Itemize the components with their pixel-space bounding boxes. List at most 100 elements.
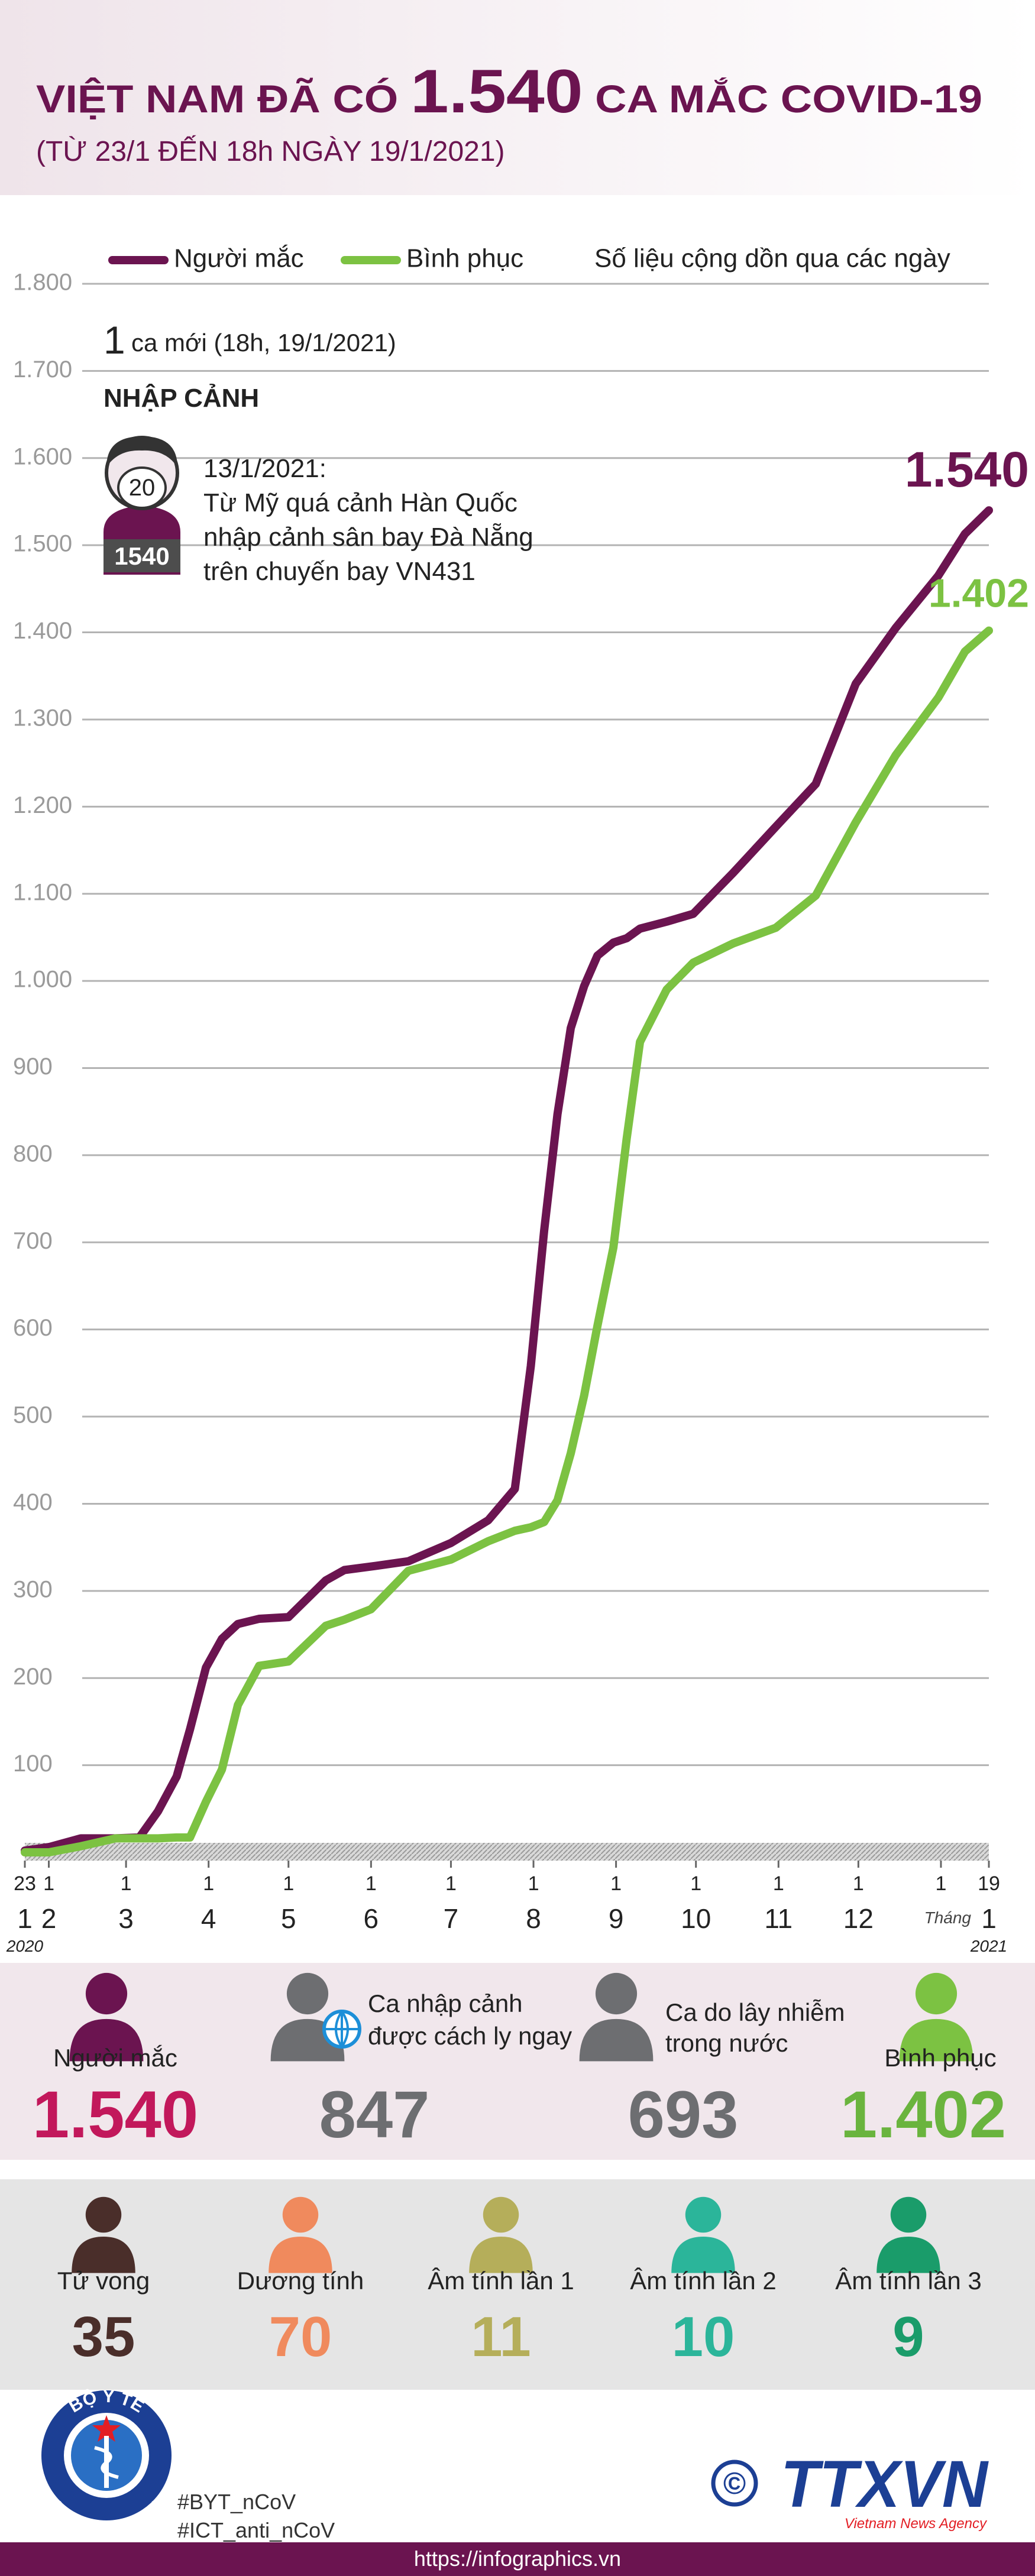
- person-head: [282, 2196, 319, 2233]
- stat-label: Tử vong: [57, 2267, 150, 2295]
- title-number: 1.540: [410, 57, 583, 126]
- stat-label: được cách ly ngay: [368, 2022, 572, 2050]
- header-background: [0, 0, 1035, 195]
- title-prefix: VIỆT NAM ĐÃ CÓ: [36, 77, 398, 121]
- stat-value: 10: [672, 2305, 735, 2368]
- y-tick-label: 100: [13, 1751, 53, 1777]
- y-tick-label: 500: [13, 1402, 53, 1428]
- stat-label: Ca nhập cảnh: [368, 1989, 523, 2017]
- person-body: [72, 2236, 135, 2273]
- stat-value: 1.402: [840, 2078, 1006, 2151]
- new-cases-number: 1: [104, 318, 125, 362]
- person-body: [269, 2236, 332, 2273]
- copyright: ©: [723, 2467, 746, 2501]
- x-tick-label: 1: [935, 1872, 946, 1895]
- y-tick-label: 300: [13, 1576, 53, 1602]
- baseline-band: [25, 1843, 989, 1861]
- x-tick-label: 23: [14, 1872, 36, 1895]
- month-label: 5: [281, 1903, 296, 1934]
- legend-label: Người mắc: [174, 244, 304, 273]
- month-label: 11: [764, 1903, 793, 1934]
- person-head: [890, 2196, 927, 2233]
- stat-value: 693: [628, 2078, 739, 2151]
- annotation-line: Từ Mỹ quá cảnh Hàn Quốc: [203, 488, 518, 517]
- month-label: 10: [681, 1903, 711, 1934]
- y-tick-label: 700: [13, 1228, 53, 1254]
- stat-value: 35: [72, 2305, 135, 2368]
- logo-snake: [94, 2446, 119, 2479]
- y-tick-label: 1.500: [13, 531, 72, 557]
- patient-id: 1540: [114, 542, 169, 570]
- stat-label: Dương tính: [237, 2267, 364, 2295]
- month-label: 2: [41, 1903, 57, 1934]
- end-label: 1.402: [929, 571, 1029, 616]
- person-head: [85, 1972, 128, 2015]
- stat-label: Người mắc: [53, 2044, 177, 2072]
- person-head: [286, 1972, 329, 2015]
- person-body: [876, 2236, 940, 2273]
- annotation-heading: NHẬP CẢNH: [104, 383, 259, 413]
- new-cases-text: ca mới (18h, 19/1/2021): [131, 329, 396, 357]
- year-label: 2021: [970, 1937, 1007, 1955]
- title-suffix: CA MẮC COVID-19: [595, 77, 982, 121]
- patient-mask: [117, 466, 167, 509]
- person-head: [915, 1972, 958, 2015]
- person-head: [85, 2196, 122, 2233]
- month-label: 8: [526, 1903, 541, 1934]
- y-tick-label: 800: [13, 1140, 53, 1167]
- annotation-line: 13/1/2021:: [203, 454, 326, 483]
- y-tick-label: 1.100: [13, 879, 72, 905]
- person-body: [579, 2018, 654, 2062]
- x-tick-label: 1: [690, 1872, 701, 1895]
- person-head: [685, 2196, 722, 2233]
- stat-value: 11: [471, 2305, 531, 2368]
- agency-english: Vietnam News Agency: [845, 2516, 988, 2532]
- x-tick-label: 1: [43, 1872, 54, 1895]
- y-tick-label: 200: [13, 1664, 53, 1690]
- month-label: 12: [843, 1903, 874, 1934]
- person-head: [595, 1972, 638, 2015]
- patient-hair: [106, 436, 177, 467]
- series-line: [21, 626, 993, 1856]
- stat-label: Ca do lây nhiễm: [665, 1998, 845, 2026]
- y-tick-label: 1.700: [13, 357, 72, 383]
- person-head: [483, 2196, 519, 2233]
- stat-label: Âm tính lần 1: [428, 2267, 574, 2295]
- stat-value: 9: [892, 2305, 924, 2368]
- annotation-line: nhập cảnh sân bay Đà Nẵng: [203, 523, 533, 552]
- legend-label: Bình phục: [406, 244, 523, 273]
- y-tick-label: 1.800: [13, 270, 72, 296]
- agency-logo: TTXVN: [781, 2447, 989, 2521]
- stat-value: 847: [319, 2078, 430, 2151]
- x-tick-label: 1: [283, 1872, 294, 1895]
- patient-id-box: [104, 539, 180, 572]
- x-tick-label: 19: [978, 1872, 1000, 1895]
- person-body: [469, 2236, 533, 2273]
- person-body: [69, 2018, 144, 2062]
- x-unit-label: Tháng: [924, 1908, 972, 1927]
- legend-note: Số liệu cộng dồn qua các ngày: [594, 244, 950, 273]
- y-tick-label: 600: [13, 1315, 53, 1341]
- y-tick-label: 1.200: [13, 792, 72, 818]
- year-label: 2020: [6, 1937, 44, 1955]
- stat-label: Bình phục: [884, 2044, 996, 2072]
- y-tick-label: 900: [13, 1054, 53, 1080]
- x-tick-label: 1: [121, 1872, 132, 1895]
- month-label: 4: [201, 1903, 216, 1934]
- stats: Người mắc 1.540 Ca nhập cảnh được cách ly n…: [33, 1972, 1006, 2368]
- month-label: 9: [609, 1903, 624, 1934]
- ministry-logo: BỘ Y TẾ MINISTRY OF HEALTH: [41, 2387, 172, 2533]
- globe-lines: [324, 2010, 360, 2048]
- x-tick-label: 1: [610, 1872, 622, 1895]
- chart: 100 200 300 400 500 600 700 800 900 1.000 1.100 1.2…: [6, 244, 1029, 1955]
- stat-label: trong nước: [665, 2029, 788, 2057]
- hashtag: #ICT_anti_nCoV: [177, 2518, 335, 2542]
- x-tick-label: 1: [366, 1872, 377, 1895]
- stat-value: 1.540: [33, 2078, 198, 2151]
- y-tick-label: 1.600: [13, 443, 72, 469]
- x-tick-label: 1: [528, 1872, 539, 1895]
- stat-label: Âm tính lần 3: [835, 2267, 981, 2295]
- series-line: [21, 506, 993, 1855]
- stat-label: Âm tính lần 2: [630, 2267, 776, 2295]
